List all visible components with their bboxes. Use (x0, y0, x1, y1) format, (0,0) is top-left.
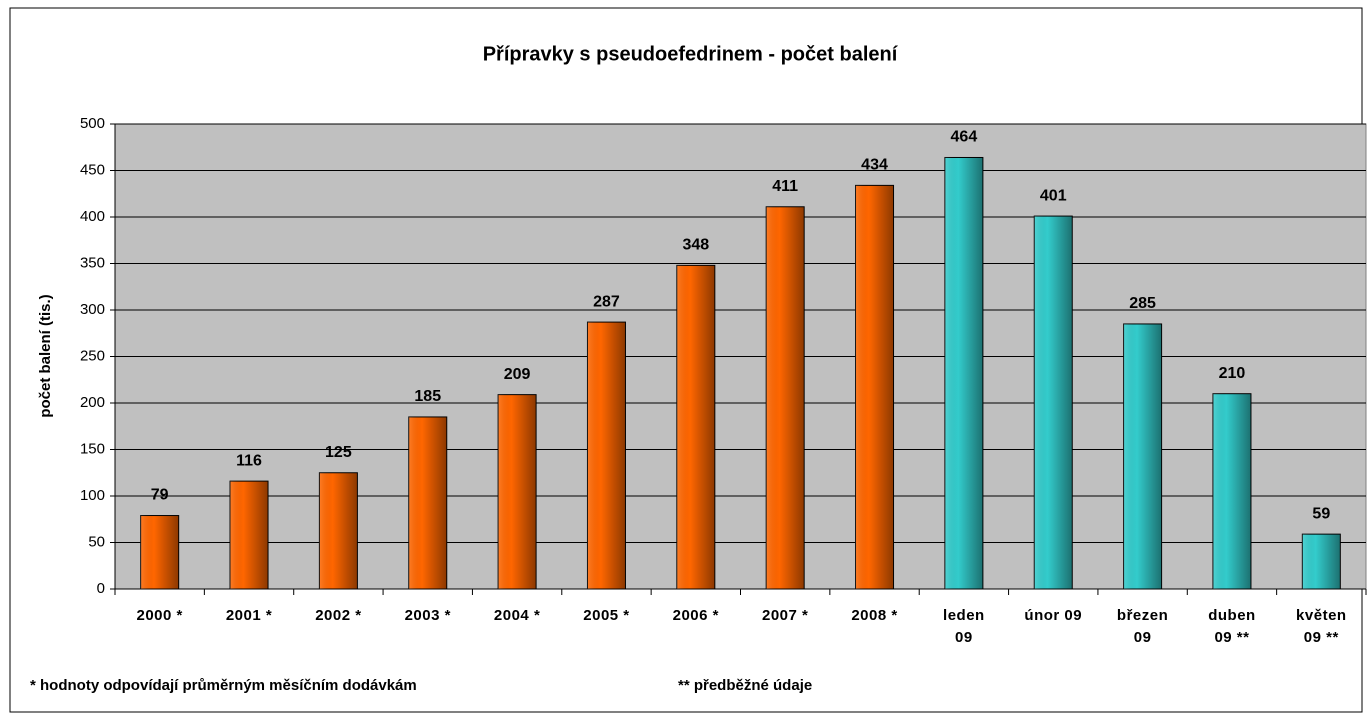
data-label: 116 (236, 452, 262, 469)
footnote: ** předběžné údaje (678, 677, 812, 694)
bar-shade (676, 265, 715, 589)
bar-shade (319, 472, 358, 589)
x-tick-label: 2002 * (315, 607, 362, 624)
chart-title: Přípravky s pseudoefedrinem - počet bale… (483, 43, 899, 65)
x-tick-label: 2007 * (761, 607, 809, 624)
x-tick-label: duben 09 ** (1208, 607, 1256, 646)
x-tick-label: 2008 * (851, 607, 898, 624)
bar-shade (587, 322, 626, 589)
y-tick-label: 250 (80, 347, 105, 364)
y-tick-label: 450 (80, 161, 105, 178)
data-label: 464 (951, 129, 978, 146)
data-label: 209 (504, 366, 531, 383)
y-tick-label: 400 (80, 208, 105, 225)
data-label: 348 (682, 237, 709, 254)
x-tick-label: únor 09 (1024, 607, 1083, 624)
y-tick-label: 100 (80, 487, 105, 504)
bar-shade (944, 157, 983, 590)
bar-shade (498, 394, 537, 589)
data-label: 59 (1312, 505, 1330, 522)
y-axis-label: počet balení (tis.) (37, 294, 54, 417)
bar-shade (1212, 393, 1251, 589)
x-tick-label: 2005 * (583, 607, 630, 624)
x-tick-label: leden 09 (943, 607, 985, 646)
bar-shade (855, 185, 894, 589)
data-label: 185 (414, 388, 441, 405)
data-label: 287 (593, 293, 620, 310)
bar-shade (766, 206, 805, 589)
y-tick-label: 500 (80, 115, 105, 132)
bar-shade (140, 515, 179, 589)
x-tick-label: březen 09 (1116, 607, 1169, 646)
bar-shade (1123, 323, 1162, 589)
y-tick-label: 350 (80, 254, 105, 271)
y-tick-label: 150 (80, 440, 105, 457)
data-label: 285 (1129, 295, 1156, 312)
x-tick-label: 2001 * (225, 607, 273, 624)
bar-shade (408, 416, 447, 589)
x-tick-label: 2003 * (404, 607, 451, 624)
data-label: 125 (325, 444, 352, 461)
bar-shade (230, 481, 269, 589)
y-tick-label: 0 (97, 580, 105, 597)
y-tick-label: 50 (88, 533, 105, 550)
data-label: 411 (772, 178, 798, 195)
y-tick-label: 300 (80, 301, 105, 318)
bar-shade (1034, 216, 1073, 589)
footnote: * hodnoty odpovídají průměrným měsíčním … (30, 677, 417, 694)
data-label: 210 (1219, 365, 1246, 382)
data-label: 79 (151, 487, 169, 504)
bar-shade (1302, 534, 1341, 589)
x-tick-label: květen 09 ** (1296, 607, 1347, 646)
x-tick-label: 2006 * (672, 607, 719, 624)
y-tick-label: 200 (80, 394, 105, 411)
x-tick-label: 2000 * (136, 607, 183, 624)
data-label: 434 (861, 157, 888, 174)
x-tick-label: 2004 * (493, 607, 541, 624)
data-label: 401 (1040, 187, 1067, 204)
